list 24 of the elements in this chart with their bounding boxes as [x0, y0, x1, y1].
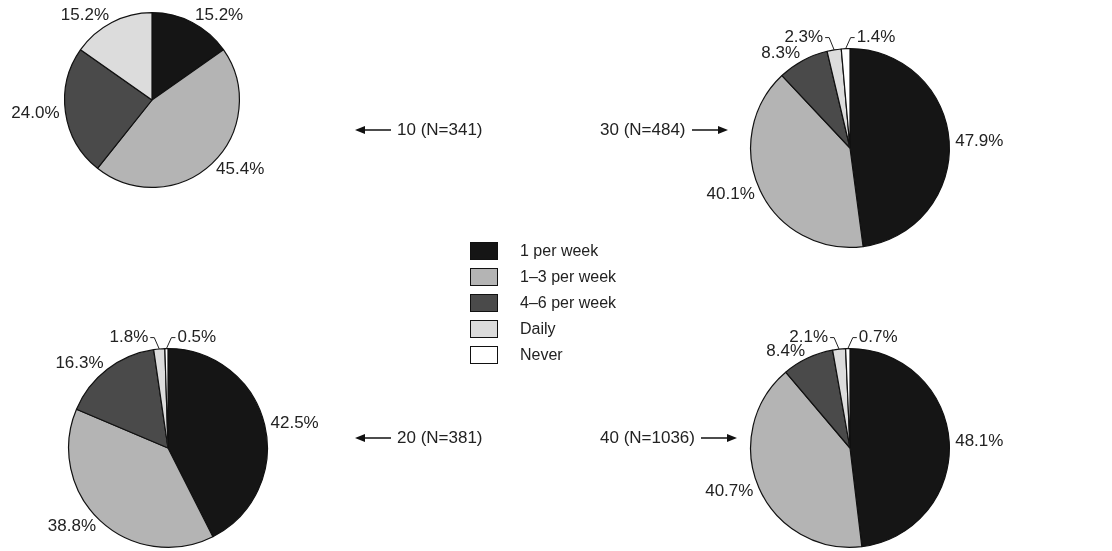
- data-label: 0.7%: [858, 327, 898, 347]
- data-label: 1.4%: [856, 27, 896, 47]
- data-label: 15.2%: [60, 5, 109, 24]
- data-label: 40.1%: [706, 183, 755, 203]
- data-label: 42.5%: [270, 412, 319, 432]
- data-label: 16.3%: [55, 352, 104, 372]
- legend-label: 1–3 per week: [520, 268, 617, 286]
- legend-label: Daily: [520, 320, 556, 338]
- data-label: 45.4%: [216, 159, 265, 179]
- data-label: 38.8%: [47, 516, 97, 536]
- data-label: 47.9%: [955, 130, 1004, 150]
- legend-label: 1 per week: [520, 242, 599, 260]
- text: 40 (N=1036): [600, 428, 695, 448]
- data-label: 1.8%: [109, 327, 149, 347]
- data-label: 15.2%: [195, 5, 244, 24]
- legend-label: 4–6 per week: [520, 294, 617, 312]
- data-label: 48.1%: [955, 431, 1004, 451]
- text: 10 (N=341): [397, 120, 483, 140]
- data-label: 40.7%: [705, 480, 754, 500]
- data-label: 24.0%: [11, 103, 60, 123]
- text: 20 (N=381): [397, 428, 483, 448]
- legend-label: Never: [520, 346, 563, 364]
- text: 30 (N=484): [600, 120, 686, 140]
- data-label: 0.5%: [177, 327, 217, 347]
